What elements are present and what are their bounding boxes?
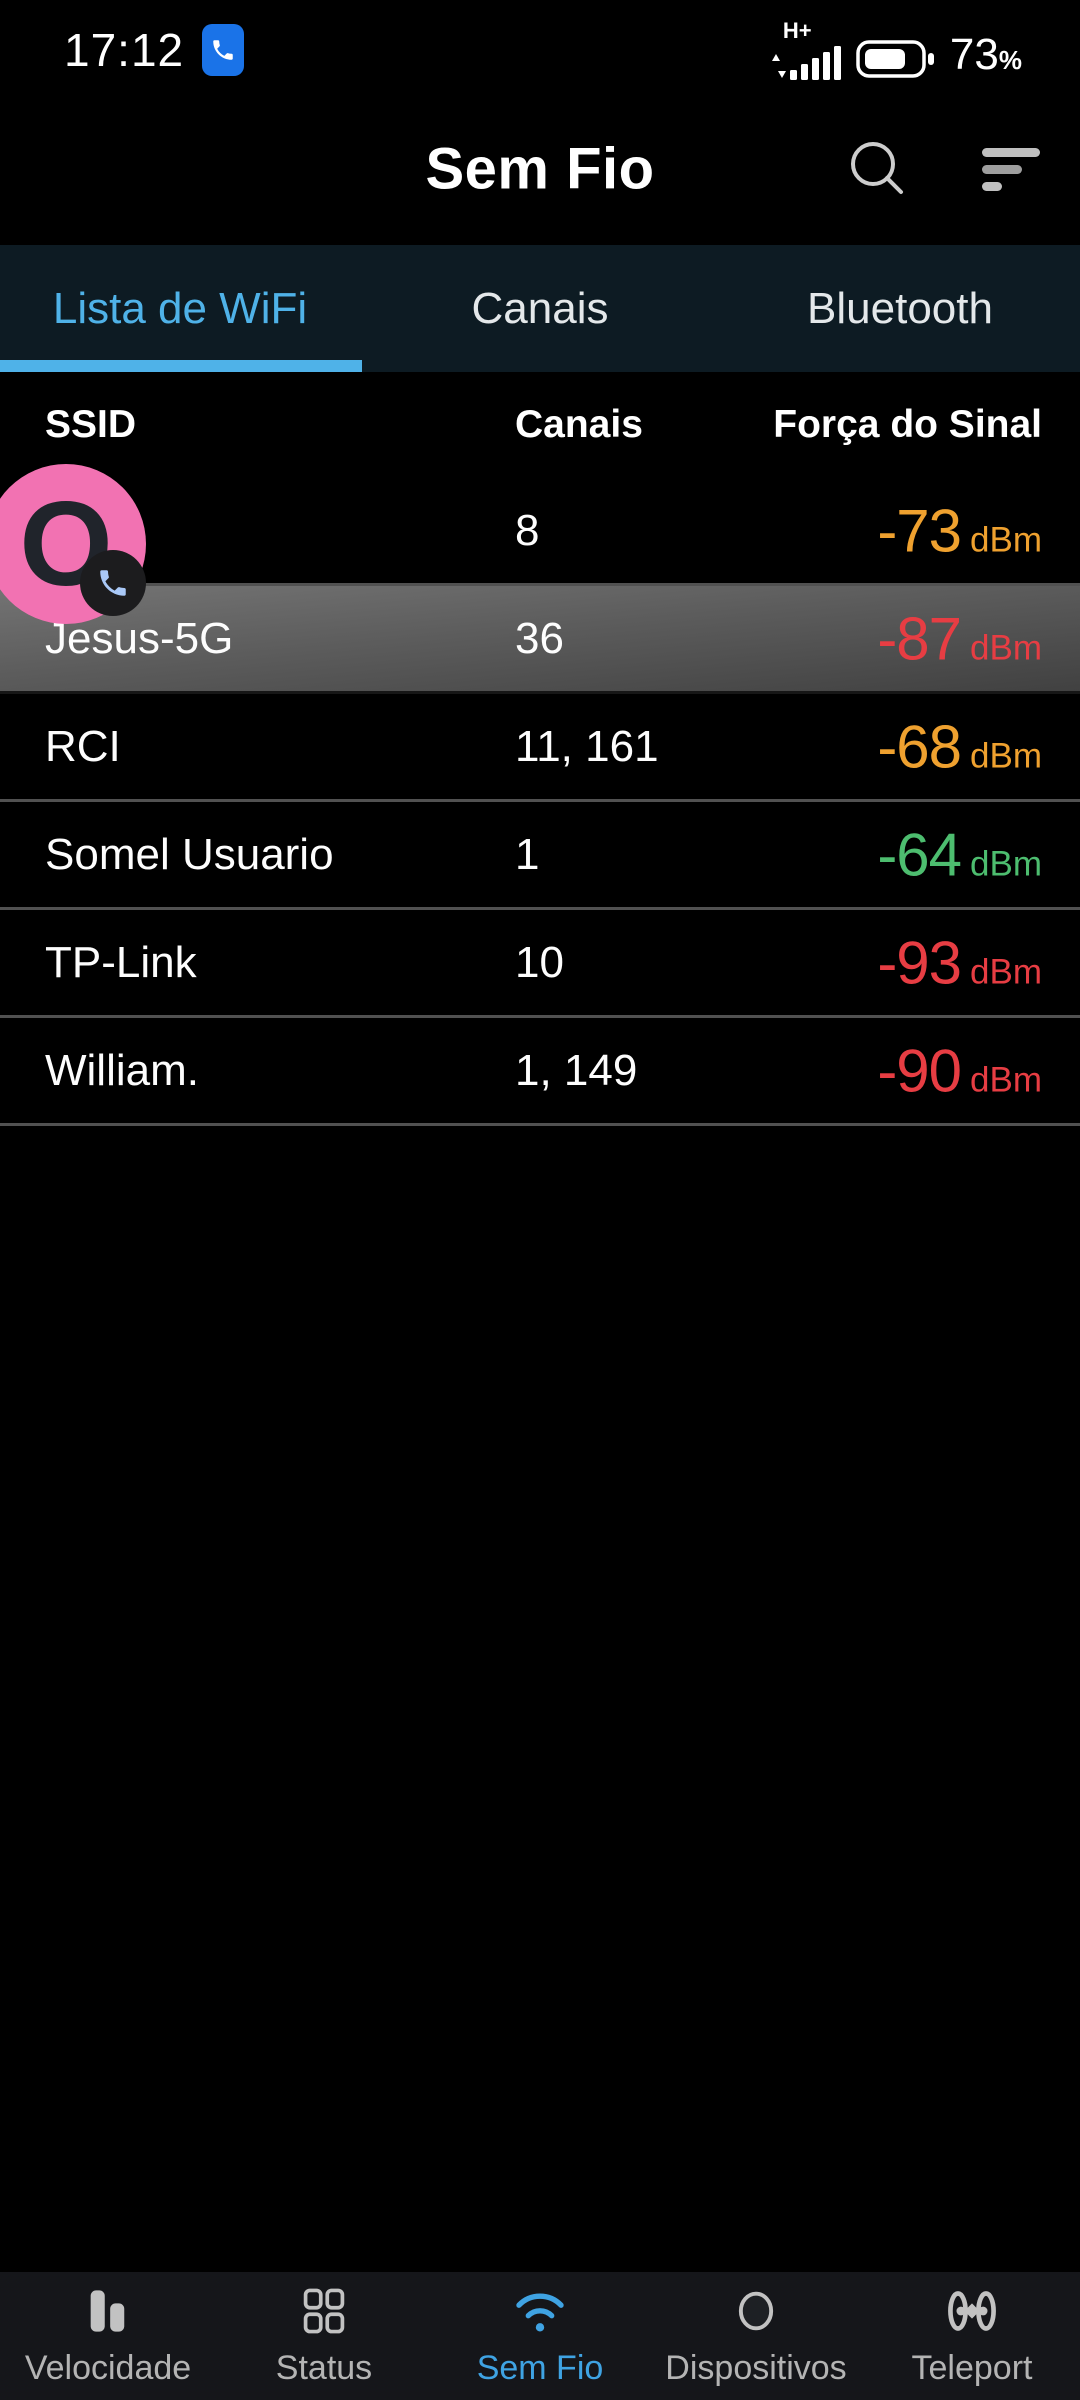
channels-value: 36 [515,613,564,663]
tab-channels[interactable]: Canais [471,283,609,333]
grid-icon [303,2288,345,2333]
column-header-ssid: SSID [45,403,137,446]
channels-value: 1, 149 [515,1045,638,1095]
mobile-network-indicator: H+ [771,20,844,80]
table-row[interactable]: 8 -73 dBm [0,478,1080,586]
teleport-icon [948,2290,996,2331]
call-badge[interactable] [80,550,146,616]
app-header: Sem Fio [0,92,1080,245]
wifi-list: 8 -73 dBm Jesus-5G 36 -87 dBm RCI 11, 161 … [0,478,1080,1126]
channels-value: 1 [515,829,540,879]
search-icon [851,142,903,194]
signal-strength: -90 dBm [877,1037,1042,1104]
table-row[interactable]: Somel Usuario 1 -64 dBm [0,802,1080,910]
signal-strength: -64 dBm [877,821,1042,888]
search-button[interactable] [843,134,913,204]
column-header-channels: Canais [515,403,643,446]
speed-bars-icon [90,2289,125,2332]
phone-icon [100,570,126,596]
nav-item-teleport[interactable]: Teleport [864,2272,1080,2400]
nav-item-dispositivos[interactable]: Dispositivos [648,2272,864,2400]
tab-bluetooth[interactable]: Bluetooth [807,283,993,333]
wifi-icon [516,2293,564,2332]
table-header: SSID Canais Força do Sinal [0,372,1080,478]
signal-strength: -73 dBm [877,497,1042,564]
phone-icon [213,40,233,60]
active-call-notification-icon [202,24,245,76]
battery-icon [856,40,938,78]
network-type-label: H+ [782,18,812,43]
page-title: Sem Fio [425,136,655,201]
table-row[interactable]: RCI 11, 161 -68 dBm [0,694,1080,802]
sort-button[interactable] [982,148,1044,194]
signal-strength: -68 dBm [877,713,1042,780]
sort-icon [982,148,1040,191]
status-bar: 17:12 H+ [0,0,1080,92]
table-row-selected[interactable]: Jesus-5G 36 -87 dBm [0,586,1080,694]
active-tab-indicator [0,360,362,372]
ssid-label: Somel Usuario [45,829,334,879]
clock: 17:12 [64,24,185,76]
battery-percent: 73% [949,30,1022,79]
column-header-signal: Força do Sinal [773,403,1042,446]
signal-strength: -93 dBm [877,929,1042,996]
ssid-label: William. [45,1045,199,1095]
tab-bar: Lista de WiFi Canais Bluetooth [0,245,1080,372]
channels-value: 8 [515,505,540,555]
ssid-label: RCI [45,721,121,771]
table-row[interactable]: William. 1, 149 -90 dBm [0,1018,1080,1126]
nav-item-sem-fio[interactable]: Sem Fio [432,2272,648,2400]
channels-value: 10 [515,937,564,987]
devices-ring-icon [738,2291,774,2330]
tab-wifi-list[interactable]: Lista de WiFi [52,283,308,333]
signal-strength: -87 dBm [877,605,1042,672]
nav-item-status[interactable]: Status [216,2272,432,2400]
signal-bars-icon [789,46,841,80]
data-arrows-icon [771,54,786,78]
table-row[interactable]: TP-Link 10 -93 dBm [0,910,1080,1018]
bottom-navigation: Velocidade Status Sem Fio Dispositivos [0,2272,1080,2400]
channels-value: 11, 161 [515,721,659,771]
nav-item-velocidade[interactable]: Velocidade [0,2272,216,2400]
ssid-label: TP-Link [45,937,197,987]
